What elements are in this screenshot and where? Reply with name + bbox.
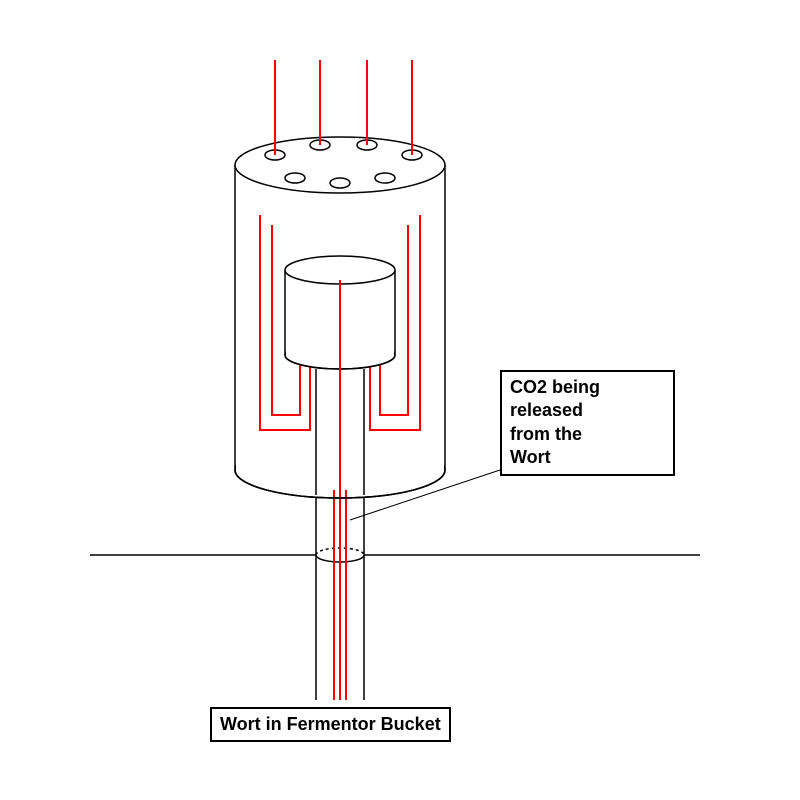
co2-release-label: CO2 beingreleasedfrom theWort — [500, 370, 675, 476]
wort-bucket-label: Wort in Fermentor Bucket — [210, 707, 451, 742]
airlock-diagram — [0, 0, 800, 800]
